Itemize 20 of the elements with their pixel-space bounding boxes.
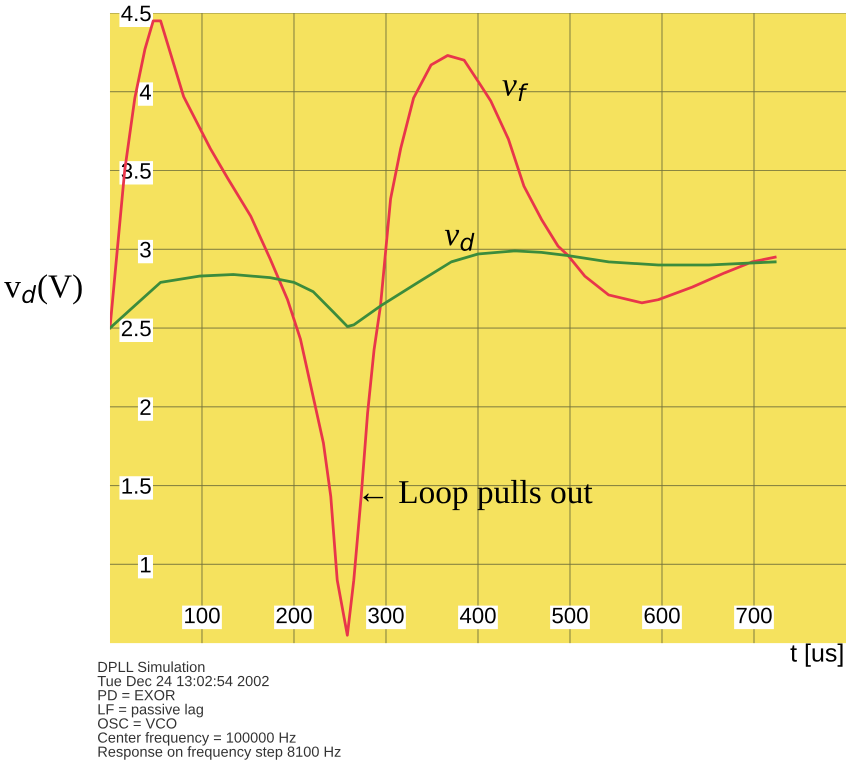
x-axis-title: t [us] — [790, 643, 843, 667]
x-tick-label: 600 — [644, 608, 680, 624]
x-tick-label: 700 — [736, 608, 772, 624]
y-tick-label: 1.5 — [122, 478, 151, 494]
y-tick-label: 3 — [140, 242, 151, 258]
x-tick-label: 200 — [276, 608, 312, 624]
annotation: ← Loop pulls out — [363, 480, 592, 510]
y-tick-label: 2 — [140, 399, 151, 415]
y-tick-label: 4 — [140, 84, 151, 100]
y-tick-label: 4.5 — [121, 6, 151, 22]
y-tick-label: 2.5 — [122, 320, 151, 336]
x-tick-label: 500 — [552, 608, 588, 624]
text: DPLL Simulation Tue Dec 24 13:02:54 2002 PD = EXOR LF = passive lag OSC = VCO Center frequency = 100000 Hz Response on frequency step 8100 Hz — [98, 661, 341, 760]
y-axis-title: v$_{d}$(V) — [4, 274, 82, 304]
x-tick-label: 300 — [368, 608, 404, 624]
x-tick-label: 400 — [460, 608, 496, 624]
x-tick-label: 100 — [185, 608, 220, 624]
series-label: v$_{f}$ — [502, 80, 528, 102]
series-label: v$_{d}$ — [444, 230, 474, 251]
y-tick-label: 1 — [140, 557, 151, 572]
